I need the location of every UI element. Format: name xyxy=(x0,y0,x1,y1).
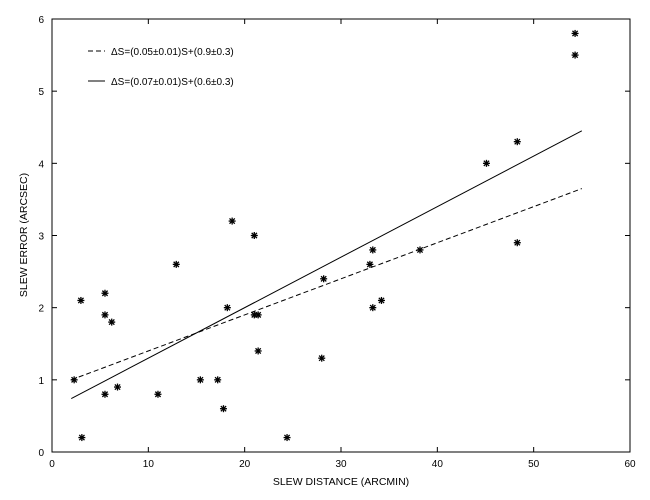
asterisk-stroke xyxy=(220,405,227,412)
fit-lines xyxy=(71,130,583,400)
asterisk-stroke xyxy=(255,311,262,318)
y-tick-label: 4 xyxy=(38,159,44,170)
asterisk-stroke xyxy=(255,347,262,355)
asterisk-stroke xyxy=(101,290,109,297)
data-point xyxy=(70,376,78,384)
asterisk-stroke xyxy=(173,261,180,268)
asterisk-stroke xyxy=(78,434,85,441)
x-tick-label: 0 xyxy=(49,459,55,470)
data-point xyxy=(283,434,291,442)
data-point xyxy=(214,376,222,384)
data-point xyxy=(320,275,328,283)
data-point xyxy=(219,405,227,413)
y-tick-label: 6 xyxy=(38,15,44,26)
data-point xyxy=(223,304,231,312)
data-point xyxy=(318,354,326,362)
data-point xyxy=(78,434,86,442)
y-axis-label: SLEW ERROR (ARCSEC) xyxy=(18,173,30,297)
asterisk-stroke xyxy=(251,232,258,239)
axis-ticks: 0 10 20 30 40 50 60 0 1 2 3 4 5 6 xyxy=(38,15,636,470)
legend: ΔS=(0.05±0.01)S+(0.9±0.3) ΔS=(0.07±0.01)… xyxy=(88,47,234,88)
data-point xyxy=(571,29,579,37)
data-point xyxy=(254,347,262,355)
data-point xyxy=(101,289,109,297)
data-point xyxy=(513,239,521,247)
asterisk-stroke xyxy=(229,217,236,225)
data-point xyxy=(513,138,521,146)
data-points xyxy=(70,29,579,442)
asterisk-stroke xyxy=(101,311,109,318)
x-tick-label: 20 xyxy=(239,459,251,470)
data-point xyxy=(101,390,109,398)
asterisk-stroke xyxy=(369,304,376,311)
asterisk-stroke xyxy=(514,239,521,246)
data-point xyxy=(228,217,236,225)
plot-frame xyxy=(51,18,631,453)
data-point xyxy=(108,318,116,326)
asterisk-stroke xyxy=(483,160,490,167)
asterisk-stroke xyxy=(378,297,385,304)
data-point xyxy=(250,232,258,239)
asterisk-stroke xyxy=(77,297,84,304)
asterisk-stroke xyxy=(114,383,121,391)
data-point xyxy=(196,376,204,384)
asterisk-stroke xyxy=(514,138,521,145)
asterisk-stroke xyxy=(416,246,424,254)
asterisk-stroke xyxy=(572,30,579,37)
asterisk-stroke xyxy=(320,275,327,282)
legend-label-solid: ΔS=(0.07±0.01)S+(0.6±0.3) xyxy=(111,77,234,88)
legend-label-dashed: ΔS=(0.05±0.01)S+(0.9±0.3) xyxy=(111,47,234,58)
y-tick-label: 1 xyxy=(38,376,44,387)
data-point xyxy=(154,390,162,398)
x-tick-label: 50 xyxy=(528,459,540,470)
data-point xyxy=(77,296,85,304)
fit-line-solid xyxy=(71,130,583,400)
x-axis-label: SLEW DISTANCE (ARCMIN) xyxy=(273,476,409,488)
x-tick-label: 40 xyxy=(432,459,444,470)
data-point xyxy=(482,159,490,167)
data-point xyxy=(369,246,377,254)
y-tick-label: 3 xyxy=(38,232,44,243)
data-point xyxy=(254,311,262,319)
data-point xyxy=(369,304,377,312)
y-tick-label: 5 xyxy=(38,87,44,98)
asterisk-stroke xyxy=(197,376,204,383)
asterisk-stroke xyxy=(108,319,115,326)
data-point xyxy=(377,296,385,304)
y-tick-label: 0 xyxy=(38,448,44,459)
asterisk-stroke xyxy=(101,391,109,398)
x-tick-label: 60 xyxy=(624,459,636,470)
data-point xyxy=(101,311,109,319)
x-tick-label: 10 xyxy=(143,459,155,470)
x-tick-label: 30 xyxy=(335,459,347,470)
data-point xyxy=(416,246,424,254)
asterisk-stroke xyxy=(369,246,376,254)
data-point xyxy=(571,51,579,59)
asterisk-stroke xyxy=(572,51,579,59)
y-tick-label: 2 xyxy=(38,304,44,315)
fit-line-dashed xyxy=(71,188,583,381)
asterisk-stroke xyxy=(283,434,291,441)
data-point xyxy=(366,260,374,268)
asterisk-stroke xyxy=(318,355,325,362)
asterisk-stroke xyxy=(214,376,221,383)
asterisk-stroke xyxy=(71,376,78,383)
asterisk-stroke xyxy=(366,261,373,268)
asterisk-stroke xyxy=(154,391,162,398)
data-point xyxy=(172,260,180,268)
data-point xyxy=(114,383,122,391)
asterisk-stroke xyxy=(224,304,231,311)
